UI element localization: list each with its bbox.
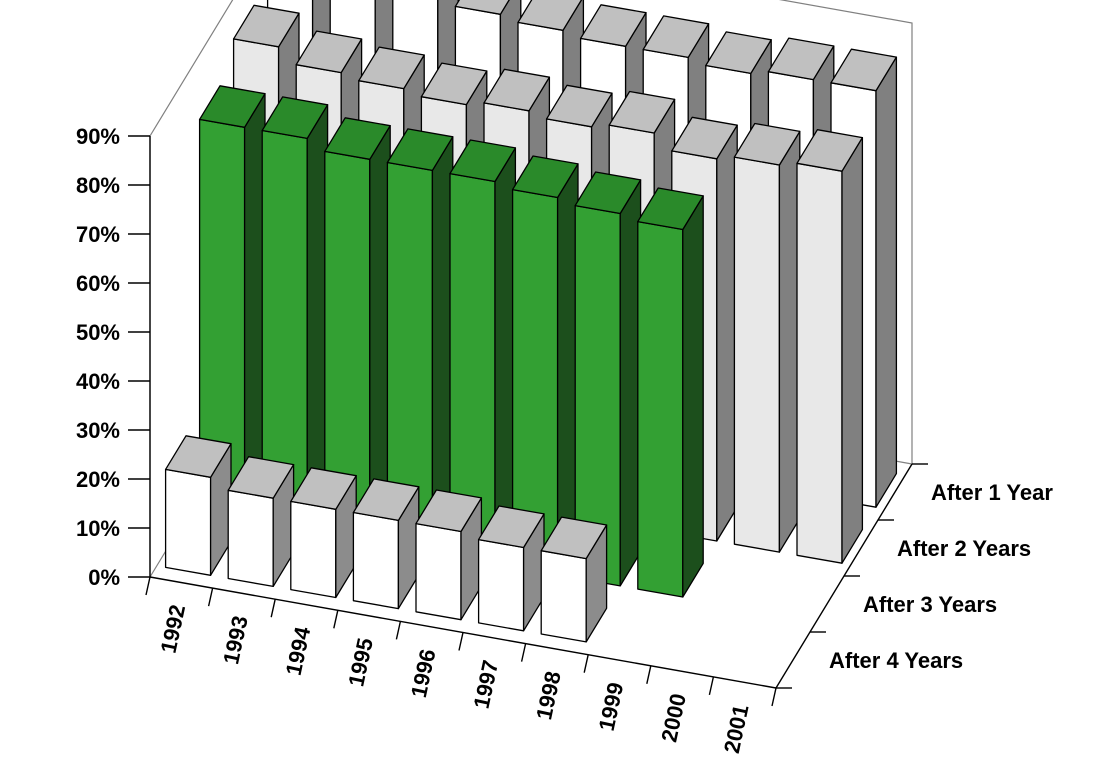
category-axis-tick bbox=[708, 676, 715, 696]
category-axis-label-1997: 1997 bbox=[469, 658, 504, 711]
bar-top-face bbox=[830, 48, 898, 92]
bar-side-face bbox=[841, 136, 864, 564]
bar-top-face bbox=[637, 187, 704, 231]
category-axis-tick bbox=[583, 654, 589, 673]
value-axis-label: 50% bbox=[76, 320, 120, 345]
bar-top-face bbox=[517, 0, 583, 31]
bar-after-3-years-1994 bbox=[324, 117, 391, 543]
bar-after-4-years-1995 bbox=[352, 478, 420, 610]
category-axis-tick bbox=[145, 576, 151, 596]
bar-top-face bbox=[671, 116, 738, 160]
axes-layer bbox=[128, 135, 928, 707]
bar-front-face bbox=[637, 220, 684, 598]
category-axis-label-1994: 1994 bbox=[281, 624, 316, 678]
bar-top-face bbox=[477, 505, 545, 549]
depth-axis-label-after-1-year: After 1 Year bbox=[931, 480, 1053, 505]
bar-after-4-years-1994 bbox=[290, 467, 357, 599]
bar-front-face bbox=[164, 468, 212, 576]
bar-after-3-years-1996 bbox=[449, 139, 517, 565]
bar-after-4-years-1997 bbox=[477, 505, 545, 632]
bar-top-face bbox=[511, 155, 579, 199]
category-axis-label-1998: 1998 bbox=[531, 669, 566, 722]
bar-front-face bbox=[733, 156, 781, 553]
depth-axis-label-after-2-years: After 2 Years bbox=[897, 536, 1031, 561]
bar-top-face bbox=[232, 4, 300, 48]
category-axis-tick bbox=[207, 587, 214, 607]
category-axis-tick bbox=[333, 610, 339, 629]
bar-after-4-years-1996 bbox=[415, 489, 483, 621]
category-axis-label-1992: 1992 bbox=[156, 602, 191, 655]
bar-top-face bbox=[767, 37, 835, 81]
category-axis-tick bbox=[771, 687, 777, 707]
bar-front-face bbox=[352, 511, 400, 610]
bar-top-face bbox=[705, 31, 772, 75]
bar-after-3-years-1998 bbox=[574, 171, 642, 587]
category-axis-tick bbox=[458, 632, 464, 651]
value-axis-label: 30% bbox=[76, 418, 120, 443]
bar-top-face bbox=[358, 46, 425, 90]
bar-top-face bbox=[574, 171, 642, 215]
bar-front-face bbox=[290, 500, 337, 599]
bar-top-face bbox=[290, 467, 357, 510]
depth-axis-label-after-3-years: After 3 Years bbox=[863, 592, 997, 617]
bar-top-face bbox=[796, 129, 864, 172]
category-axis-tick bbox=[270, 599, 276, 618]
value-axis-label: 90% bbox=[76, 124, 120, 149]
category-axis-tick bbox=[646, 665, 652, 684]
bar-front-face bbox=[796, 162, 843, 564]
bar-front-face bbox=[227, 489, 274, 588]
bar-top-face bbox=[579, 4, 647, 47]
category-axis-label-1996: 1996 bbox=[406, 647, 441, 700]
category-axis-label-2000: 2000 bbox=[656, 691, 691, 744]
category-axis-label-2001: 2001 bbox=[719, 702, 754, 755]
bar-top-face bbox=[608, 90, 676, 134]
value-axis-label: 20% bbox=[76, 467, 120, 492]
bar-side-face bbox=[875, 56, 898, 508]
bar-top-face bbox=[352, 478, 420, 522]
value-axis-label: 60% bbox=[76, 271, 120, 296]
category-axis-tick bbox=[520, 643, 527, 662]
value-axis-label: 40% bbox=[76, 369, 120, 394]
bar-after-2-years-2001 bbox=[796, 129, 864, 564]
bar-after-4-years-1998 bbox=[540, 516, 608, 643]
bar-top-face bbox=[198, 85, 266, 128]
bar-after-4-years-1993 bbox=[227, 456, 295, 588]
bars-layer bbox=[164, 0, 898, 643]
category-axis-tick bbox=[395, 621, 402, 640]
bar-top-face bbox=[164, 435, 232, 478]
bar-top-face bbox=[295, 30, 363, 74]
bar-after-2-years-2000 bbox=[733, 122, 801, 553]
category-axis-label-1995: 1995 bbox=[343, 636, 378, 689]
value-axis-label: 70% bbox=[76, 222, 120, 247]
value-axis-label: 0% bbox=[88, 565, 120, 590]
value-axis-label: 10% bbox=[76, 516, 120, 541]
bar-top-face bbox=[483, 68, 551, 112]
bar-top-face bbox=[733, 122, 801, 166]
value-axis-label: 80% bbox=[76, 173, 120, 198]
category-axis-label-1993: 1993 bbox=[218, 613, 253, 666]
category-axis-label-1999: 1999 bbox=[594, 680, 629, 733]
bar-top-face bbox=[642, 15, 710, 59]
bar-top-face bbox=[386, 128, 454, 172]
bar-top-face bbox=[415, 489, 483, 533]
bar-after-4-years-1992 bbox=[164, 435, 232, 576]
bar-front-face bbox=[415, 522, 462, 621]
bar-side-face bbox=[682, 195, 704, 598]
bar-top-face bbox=[420, 62, 488, 106]
bar-top-face bbox=[545, 84, 613, 128]
bar-top-face bbox=[324, 117, 391, 160]
bar-top-face bbox=[227, 456, 295, 499]
bar-front-face bbox=[477, 538, 525, 632]
bar-after-3-years-1999 bbox=[637, 187, 704, 598]
bar-front-face bbox=[540, 550, 587, 643]
depth-axis-label-after-4-years: After 4 Years bbox=[829, 648, 963, 673]
bar-top-face bbox=[540, 516, 608, 560]
bar-top-face bbox=[261, 96, 329, 140]
bar-top-face bbox=[454, 0, 510, 15]
bar-top-face bbox=[449, 139, 517, 183]
bar-after-3-years-1997 bbox=[511, 155, 579, 576]
